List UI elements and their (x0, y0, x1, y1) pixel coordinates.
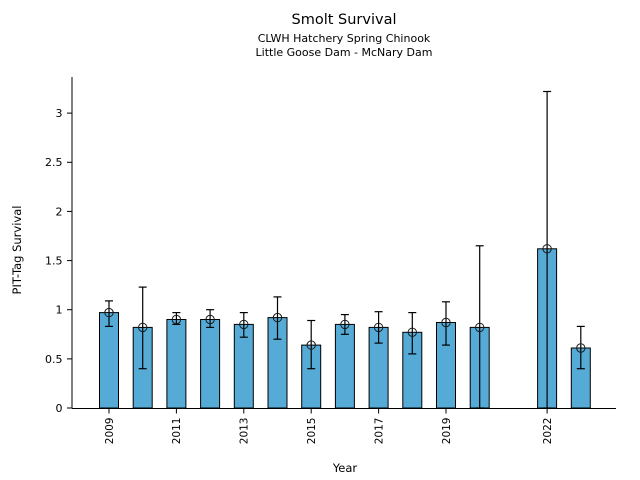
y-tick-label: 0 (56, 402, 63, 415)
x-tick-label: 2017 (373, 418, 385, 445)
error-bar (307, 319, 316, 370)
x-tick-label: 2013 (239, 418, 251, 445)
y-tick-label: 2 (56, 205, 63, 218)
error-bar (172, 312, 181, 325)
point-marker (205, 314, 215, 325)
point-marker (576, 343, 586, 353)
point-marker (239, 319, 249, 330)
y-tick-label: 3 (56, 107, 63, 120)
point-marker (542, 244, 552, 254)
error-bar (576, 325, 585, 370)
x-tick-label: 2011 (171, 418, 183, 445)
error-bar (138, 286, 147, 370)
point-marker (306, 340, 316, 350)
point-marker (171, 314, 182, 325)
error-bar (340, 314, 349, 335)
point-marker (272, 312, 283, 323)
chart-subtitle-line2: Little Goose Dam - McNary Dam (255, 46, 433, 59)
bar (200, 319, 221, 409)
error-bar (239, 312, 248, 338)
point-marker (138, 322, 148, 333)
error-bar (206, 309, 215, 328)
x-tick-label: 2009 (104, 418, 116, 445)
point-marker (104, 307, 114, 318)
x-tick-label: 2022 (542, 418, 554, 445)
error-bar (408, 312, 417, 355)
error-bar (442, 301, 450, 346)
title-block: Smolt Survival CLWH Hatchery Spring Chin… (72, 13, 616, 58)
error-bar (105, 300, 113, 327)
point-marker (340, 319, 350, 330)
y-tick-label: 0.5 (45, 353, 63, 366)
point-marker (373, 322, 384, 333)
bar (166, 319, 187, 409)
point-marker (475, 322, 485, 333)
y-tick-label: 1.5 (45, 254, 63, 267)
bar (334, 323, 355, 409)
x-tick-label: 2019 (441, 418, 453, 445)
x-axis-label: Year (332, 461, 358, 475)
chart-title: Smolt Survival (291, 12, 397, 28)
plot-area: 0 0.5 1 1.5 2 2.5 3 2009 2011 2013 2015 2017 2019 202… (45, 77, 616, 444)
y-axis-label: PIT-Tag Survival (10, 206, 24, 295)
chart-subtitle-line1: CLWH Hatchery Spring Chinook (257, 31, 431, 45)
y-tick-label: 2.5 (45, 156, 63, 169)
error-bar (374, 311, 383, 344)
x-tick-label: 2015 (306, 418, 318, 445)
error-bar (273, 296, 282, 340)
y-tick-label: 1 (56, 304, 63, 317)
point-marker (407, 327, 417, 337)
point-marker (441, 317, 451, 328)
